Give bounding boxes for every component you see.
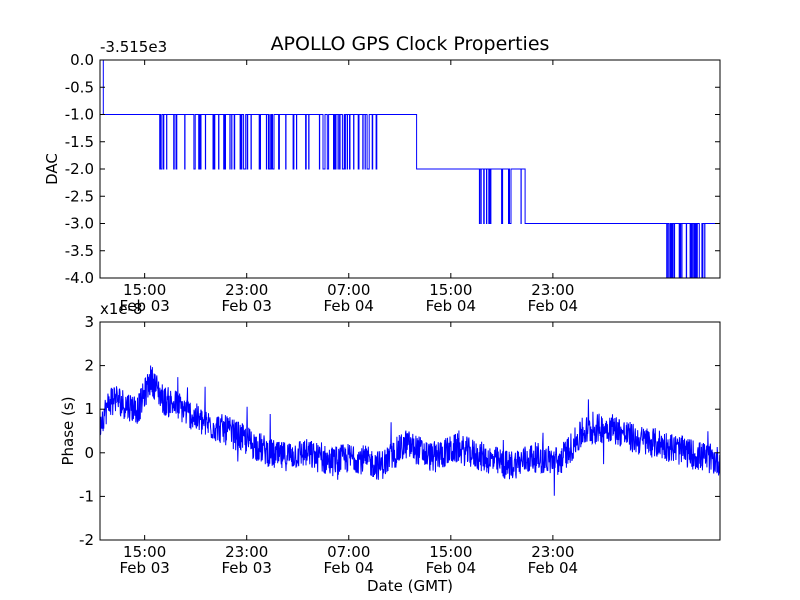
x-tick-date-label: Feb 04 (426, 297, 476, 315)
x-tick-time-label: 23:00 (531, 543, 574, 561)
x-tick-date-label: Feb 03 (119, 297, 169, 315)
y-tick-label: 3 (84, 313, 94, 331)
x-tick-time-label: 23:00 (531, 281, 574, 299)
x-tick-date-label: Feb 03 (221, 297, 271, 315)
x-tick-date-label: Feb 03 (119, 559, 169, 577)
y-offset-label: x1e-8 (100, 300, 143, 318)
y-offset-label: -3.515e3 (100, 38, 167, 56)
y-tick-label: -1.0 (65, 106, 94, 124)
y-tick-label: -3.5 (65, 242, 94, 260)
y-tick-label: 0.0 (70, 51, 94, 69)
y-axis-label: Phase (s) (59, 396, 77, 465)
x-tick-date-label: Feb 03 (221, 559, 271, 577)
y-tick-label: -1 (79, 487, 94, 505)
x-tick-time-label: 15:00 (123, 543, 166, 561)
x-tick-time-label: 07:00 (327, 543, 370, 561)
y-tick-label: 1 (84, 400, 94, 418)
x-tick-date-label: Feb 04 (324, 559, 374, 577)
x-tick-date-label: Feb 04 (528, 559, 578, 577)
y-axis-label: DAC (43, 153, 61, 185)
x-tick-date-label: Feb 04 (528, 297, 578, 315)
plot-frame (99, 321, 721, 541)
x-tick-date-label: Feb 04 (324, 297, 374, 315)
x-tick-time-label: 23:00 (225, 281, 268, 299)
x-tick-time-label: 15:00 (429, 281, 472, 299)
dac-series-line (100, 60, 720, 278)
x-tick-date-label: Feb 04 (426, 559, 476, 577)
y-tick-label: -1.5 (65, 133, 94, 151)
y-tick-label: -3.0 (65, 215, 94, 233)
dac-panel: 0.0 -0.5 -1.0 -1.5 -2.0 -2.5 -3.0 -3.5 -4.0 15:00… (43, 38, 721, 315)
y-tick-label: -4.0 (65, 269, 94, 287)
x-tick-time-label: 15:00 (429, 543, 472, 561)
phase-series-line (100, 365, 720, 496)
y-tick-label: 2 (84, 357, 94, 375)
y-tick-label: 0 (84, 444, 94, 462)
y-tick-label: -0.5 (65, 78, 94, 96)
x-tick-time-label: 15:00 (123, 281, 166, 299)
x-tick-time-label: 07:00 (327, 281, 370, 299)
y-tick-label: -2.0 (65, 160, 94, 178)
x-tick-time-label: 23:00 (225, 543, 268, 561)
y-tick-label: -2.5 (65, 187, 94, 205)
chart-title: APOLLO GPS Clock Properties (271, 33, 550, 55)
x-axis-label: Date (GMT) (367, 577, 453, 595)
y-tick-label: -2 (79, 531, 94, 549)
